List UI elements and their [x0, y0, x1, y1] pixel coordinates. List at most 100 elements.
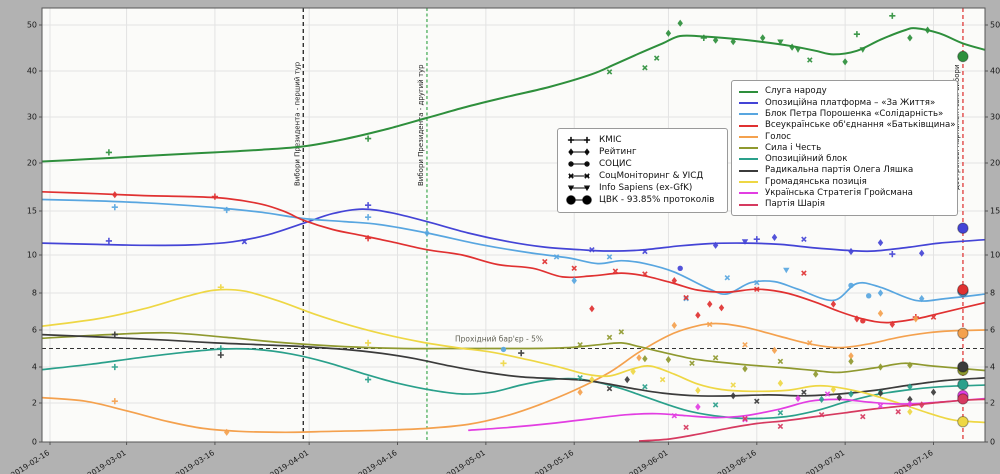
y-tick-label: 50 [27, 21, 37, 30]
poll-marker [111, 204, 118, 211]
y-tick-label: 20 [27, 159, 37, 168]
cvk-result-dot [957, 327, 969, 339]
poll-marker [665, 356, 672, 364]
poll-marker [542, 258, 548, 265]
poll-marker [577, 388, 583, 396]
poll-marker [606, 254, 613, 260]
poll-marker [741, 239, 749, 245]
pollster-legend-item: Рейтинг [565, 146, 719, 158]
poll-marker [589, 376, 595, 384]
poll-markers [105, 12, 969, 436]
poll-marker [807, 57, 813, 63]
y-tick-label: 10 [27, 251, 37, 260]
poll-marker [777, 423, 784, 430]
event-label: Вибори Президента - другий тур [417, 64, 425, 186]
poll-marker [571, 265, 577, 272]
y-tick-label: 40 [990, 67, 1000, 76]
poll-marker [842, 58, 848, 66]
poll-marker [771, 233, 778, 241]
poll-marker [642, 355, 648, 363]
pollster-legend-item: СОЦИС [565, 158, 719, 170]
poll-marker [241, 239, 248, 245]
poll-marker [730, 392, 736, 400]
poll-marker [712, 402, 719, 408]
trend-line [42, 27, 985, 163]
poll-marker [889, 320, 895, 328]
poll-marker [836, 394, 842, 402]
poll-marker [568, 148, 574, 156]
poll-marker [365, 235, 372, 242]
poll-marker [794, 47, 802, 53]
poll-marker [671, 321, 677, 329]
y-tick-label: 50 [990, 21, 1000, 30]
poll-marker [860, 413, 866, 420]
line-swatch [739, 90, 758, 93]
poll-marker [877, 239, 884, 247]
poll-marker [712, 355, 719, 361]
poll-marker [577, 342, 583, 348]
poll-marker [700, 34, 707, 41]
poll-marker [683, 294, 689, 301]
poll-marker [907, 408, 913, 416]
line-swatch [739, 147, 758, 150]
poll-marker [859, 47, 866, 53]
poll-marker [919, 249, 925, 257]
y-tick-label: 30 [990, 113, 1000, 122]
poll-marker [754, 398, 760, 404]
pollster-legend-item: СоцМоніторинг & УІСД [565, 170, 719, 182]
socmonitoring-x-marker-icon [565, 167, 593, 186]
poll-marker [777, 379, 784, 387]
party-legend-item: Голос [739, 131, 949, 142]
СоцМоніторинг & УІСД-marker-glyph [568, 173, 590, 179]
poll-marker [612, 268, 619, 274]
poll-marker [677, 265, 683, 271]
poll-marker [919, 295, 925, 303]
poll-marker [877, 363, 884, 371]
poll-marker [830, 385, 837, 394]
poll-marker [606, 69, 613, 75]
poll-marker [518, 350, 525, 357]
poll-marker [848, 282, 854, 289]
pollster-legend: КМІС Рейтинг СОЦИС СоцМоніторинг & УІСД … [557, 128, 728, 213]
y-tick-label: 4 [32, 363, 37, 372]
party-legend-item: Блок Петра Порошенка «Солідарність» [739, 109, 949, 120]
poll-marker [895, 409, 901, 415]
poll-marker [695, 311, 701, 319]
poll-marker [824, 391, 831, 397]
y-tick-label: 6 [990, 326, 995, 335]
poll-marker [789, 43, 795, 51]
poll-marker [795, 394, 801, 403]
poll-marker [783, 267, 790, 274]
poll-marker [742, 342, 748, 348]
poll-marker [606, 385, 613, 392]
СОЦИС-marker-glyph [568, 161, 590, 167]
poll-marker [642, 271, 648, 277]
poll-marker [500, 360, 507, 367]
poll-marker [111, 398, 118, 405]
line-swatch [739, 124, 758, 127]
poll-marker [568, 161, 574, 167]
poll-marker [801, 236, 807, 242]
poll-marker [854, 315, 860, 323]
poll-marker [677, 19, 683, 27]
poll-marker [818, 395, 825, 403]
poll-marker [112, 191, 118, 199]
cvk-result-dot [957, 50, 969, 63]
poll-marker [105, 149, 112, 156]
poll-marker [671, 412, 678, 419]
trend-line [42, 198, 985, 302]
poll-marker [642, 65, 648, 71]
poll-marker [930, 388, 937, 396]
trend-line [468, 397, 985, 432]
poll-marker [889, 251, 896, 258]
poll-marker [801, 389, 807, 395]
y-tick-label: 2 [32, 399, 37, 408]
party-legend-item: Партія Шарія [739, 199, 949, 210]
poll-marker [724, 275, 731, 281]
line-swatch [739, 181, 758, 184]
poll-marker [671, 277, 677, 285]
poll-marker [742, 365, 748, 373]
cvk-result-dot [566, 195, 576, 206]
poll-marker [877, 309, 884, 317]
poll-marker [659, 376, 666, 383]
